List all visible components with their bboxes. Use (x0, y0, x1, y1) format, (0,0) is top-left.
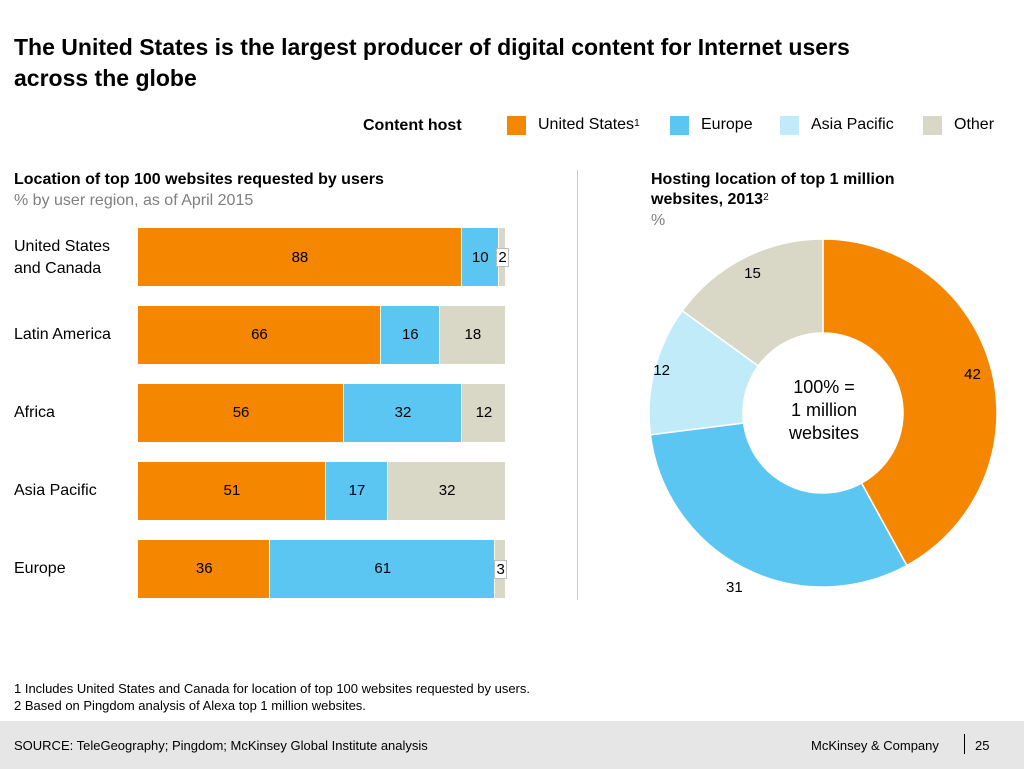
donut-slice-united-states (822, 238, 998, 567)
bar-value-latin-america-other: 18 (464, 326, 482, 343)
legend-label-other: Other (954, 116, 995, 133)
legend-sup-united-states: 1 (634, 117, 640, 129)
legend-swatch-asia-pacific (780, 115, 799, 135)
footnotes: 1 Includes United States and Canada for … (14, 680, 530, 714)
right-panel-title-line2: websites, 20132 (651, 190, 769, 210)
legend: Content host United States 1 Europe Asia … (0, 114, 1024, 138)
donut-center-line3: websites (788, 423, 860, 443)
bar-united-states-and-canada-united-states (138, 228, 462, 286)
bar-value-united-states-and-canada-europe: 10 (471, 249, 489, 266)
legend-item-other: Other (923, 114, 994, 136)
bar-asia-pacific-other (388, 462, 506, 520)
legend-swatch-europe (670, 115, 689, 135)
bar-value-asia-pacific-europe: 17 (348, 482, 366, 499)
bar-africa-europe (344, 384, 462, 442)
category-label-united-states-and-canada: United States and Canada (14, 238, 111, 277)
bar-value-latin-america-united-states: 66 (251, 326, 268, 343)
bar-value-asia-pacific-united-states: 51 (223, 482, 241, 499)
footnote-1: 1 Includes United States and Canada for … (14, 681, 530, 696)
right-panel-title-sup: 2 (763, 192, 769, 203)
legend-swatch-other (923, 115, 942, 135)
bar-value-europe-united-states: 36 (195, 560, 213, 577)
footer-separator (964, 734, 965, 754)
bar-value-asia-pacific-other: 32 (438, 482, 456, 499)
donut-center-line2: 1 million (790, 400, 858, 420)
footer-page-number: 25 (975, 738, 990, 753)
bar-europe-europe (270, 540, 495, 598)
bar-value-europe-other: 3 (494, 560, 507, 579)
legend-swatch-united-states (507, 115, 526, 135)
footer-company: McKinsey & Company (811, 738, 939, 753)
donut-slice-other (681, 238, 824, 368)
donut-center-line1: 100% = (793, 377, 855, 397)
bar-latin-america-other (439, 306, 506, 364)
bar-value-latin-america-europe: 16 (401, 326, 419, 343)
bar-latin-america-united-states (138, 306, 381, 364)
bar-asia-pacific-europe (325, 462, 389, 520)
category-label-asia-pacific: Asia Pacific (14, 482, 97, 499)
donut-value-united-states: 42 (964, 365, 981, 383)
left-panel-title: Location of top 100 websites requested b… (14, 171, 384, 188)
left-panel-subtitle: % by user region, as of April 2015 (14, 192, 254, 209)
panel-divider (577, 170, 578, 600)
legend-label-asia-pacific: Asia Pacific (811, 116, 894, 133)
donut-center-text: 100% = 1 million websites (744, 376, 904, 445)
bar-value-africa-europe: 32 (394, 404, 412, 421)
footer-bar: SOURCE: TeleGeography; Pingdom; McKinsey… (0, 721, 1024, 769)
footer-source: SOURCE: TeleGeography; Pingdom; McKinsey… (14, 738, 428, 753)
category-label-latin-america: Latin America (14, 326, 111, 343)
bar-value-africa-united-states: 56 (232, 404, 250, 421)
donut-value-other: 15 (744, 265, 761, 282)
slide-title: The United States is the largest produce… (14, 34, 850, 91)
bar-africa-united-states (138, 384, 345, 442)
footnote-2: 2 Based on Pingdom analysis of Alexa top… (14, 698, 366, 713)
right-panel-title-line1: Hosting location of top 1 million (651, 171, 895, 188)
bar-value-africa-other: 12 (475, 404, 493, 421)
donut-value-europe: 31 (726, 578, 743, 596)
legend-title: Content host (363, 117, 462, 134)
donut-svg (648, 238, 998, 588)
bar-value-united-states-and-canada-other: 2 (496, 248, 509, 267)
category-label-europe: Europe (14, 560, 66, 577)
bar-united-states-and-canada-europe (461, 228, 499, 286)
legend-item-united-states: United States 1 (507, 114, 640, 136)
donut-slice-europe (649, 422, 908, 588)
bar-europe-united-states (138, 540, 271, 598)
donut-value-asia-pacific: 12 (653, 362, 670, 380)
legend-label-europe: Europe (701, 116, 753, 133)
bar-africa-other (461, 384, 506, 442)
bar-latin-america-europe (380, 306, 440, 364)
legend-item-asia-pacific: Asia Pacific (780, 114, 894, 136)
bar-asia-pacific-united-states (138, 462, 326, 520)
category-label-africa: Africa (14, 404, 55, 421)
legend-item-europe: Europe (670, 114, 753, 136)
legend-label-united-states: United States (538, 116, 635, 133)
bar-value-europe-europe: 61 (374, 560, 392, 577)
right-panel-title-text: websites, 2013 (651, 191, 764, 208)
donut-chart (600, 200, 1020, 620)
right-panel-subtitle: % (651, 212, 666, 229)
bar-value-united-states-and-canada-united-states: 88 (291, 249, 309, 266)
